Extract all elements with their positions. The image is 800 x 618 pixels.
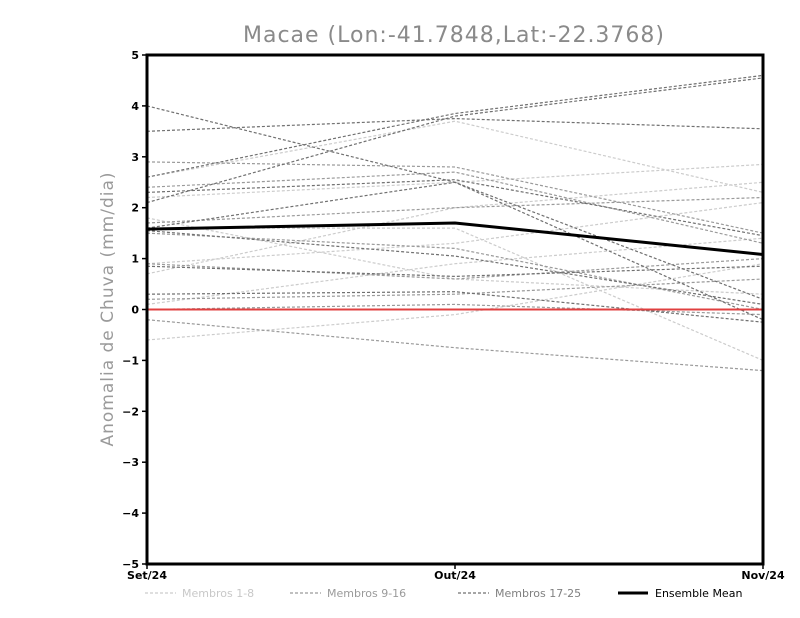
x-ticks: Set/24 Out/24 Nov/24 (127, 564, 785, 582)
y-tick-label-1: 4 (131, 100, 139, 113)
chart-title: Macae (Lon:-41.7848,Lat:-22.3768) (243, 23, 665, 48)
series-line-m6 (147, 218, 763, 294)
legend-label-2: Membros 17-25 (495, 587, 581, 600)
y-tick-label-6: −1 (122, 354, 139, 367)
y-tick-label-5: 0 (131, 304, 139, 317)
series-line-m2 (147, 203, 763, 264)
x-tick-label-0: Set/24 (127, 569, 167, 582)
y-axis-label: Anomalia de Chuva (mm/dia) (98, 171, 118, 446)
series-line-m13 (147, 320, 763, 371)
series-line-m25 (147, 182, 763, 319)
y-tick-label-3: 2 (131, 202, 139, 215)
x-tick-label-1: Out/24 (434, 569, 476, 582)
y-tick-label-2: 3 (131, 151, 139, 164)
legend-label-0: Membros 1-8 (182, 587, 254, 600)
series-line-m4 (147, 228, 763, 360)
series-line-m20 (147, 78, 763, 203)
legend-label-3: Ensemble Mean (655, 587, 742, 600)
series-line-m24 (147, 292, 763, 323)
series-line-m19 (147, 75, 763, 177)
x-tick-label-2: Nov/24 (741, 569, 785, 582)
legend-label-1: Membros 9-16 (327, 587, 406, 600)
y-tick-label-9: −4 (122, 507, 139, 520)
series-line-m11 (147, 279, 763, 299)
series-line-m7 (147, 238, 763, 304)
legend: Membros 1-8 Membros 9-16 Membros 17-25 Ense… (145, 587, 742, 600)
chart: Macae (Lon:-41.7848,Lat:-22.3768) Anomal… (0, 0, 800, 618)
y-tick-label-4: 1 (131, 253, 139, 266)
series-line-m17 (147, 106, 763, 299)
y-tick-label-7: −2 (122, 405, 139, 418)
y-tick-label-8: −3 (122, 456, 139, 469)
y-tick-label-0: 5 (131, 49, 139, 62)
series-line-m8 (147, 164, 763, 197)
